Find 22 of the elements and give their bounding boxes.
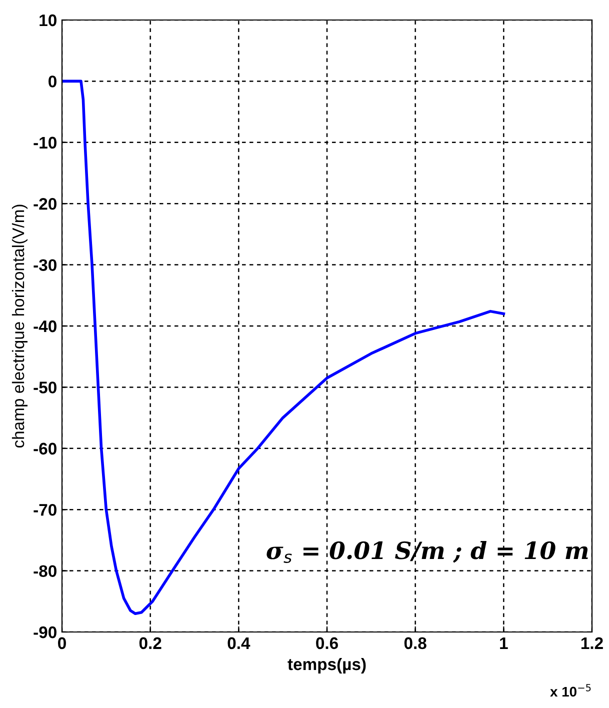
y-tick-label: -90 bbox=[34, 626, 56, 638]
y-tick-label: -50 bbox=[34, 382, 56, 394]
y-tick-label: -20 bbox=[34, 198, 56, 210]
annotation: σ$_{s}$ = 0.01 S/m ; d = 10 m bbox=[266, 541, 588, 564]
y-tick-label: 10 bbox=[40, 14, 56, 26]
text: x 10$^{−5}$ bbox=[550, 684, 591, 697]
x-tick-label: 0.4 bbox=[228, 637, 250, 650]
y-tick-label: -10 bbox=[34, 136, 56, 149]
x-tick-label: 1.2 bbox=[581, 637, 603, 649]
x-tick-label: 0.8 bbox=[404, 637, 426, 650]
y-tick-label: -30 bbox=[34, 259, 56, 272]
y-tick-label: -80 bbox=[34, 565, 56, 578]
x-axis-title: temps(µs) bbox=[288, 658, 366, 674]
x-tick-label: 0.2 bbox=[139, 637, 162, 650]
y-tick-label: -40 bbox=[34, 320, 56, 332]
y-tick-label: -60 bbox=[34, 442, 56, 455]
y-axis-title: champ electrique horizontal(V/m) bbox=[12, 204, 28, 448]
x-tick-label: 0.6 bbox=[316, 637, 338, 650]
y-tick-label: 0 bbox=[48, 76, 56, 88]
y-tick-label: -70 bbox=[34, 504, 56, 516]
x-tick-label: 0 bbox=[58, 637, 66, 650]
x-tick-label: 1 bbox=[500, 637, 508, 649]
